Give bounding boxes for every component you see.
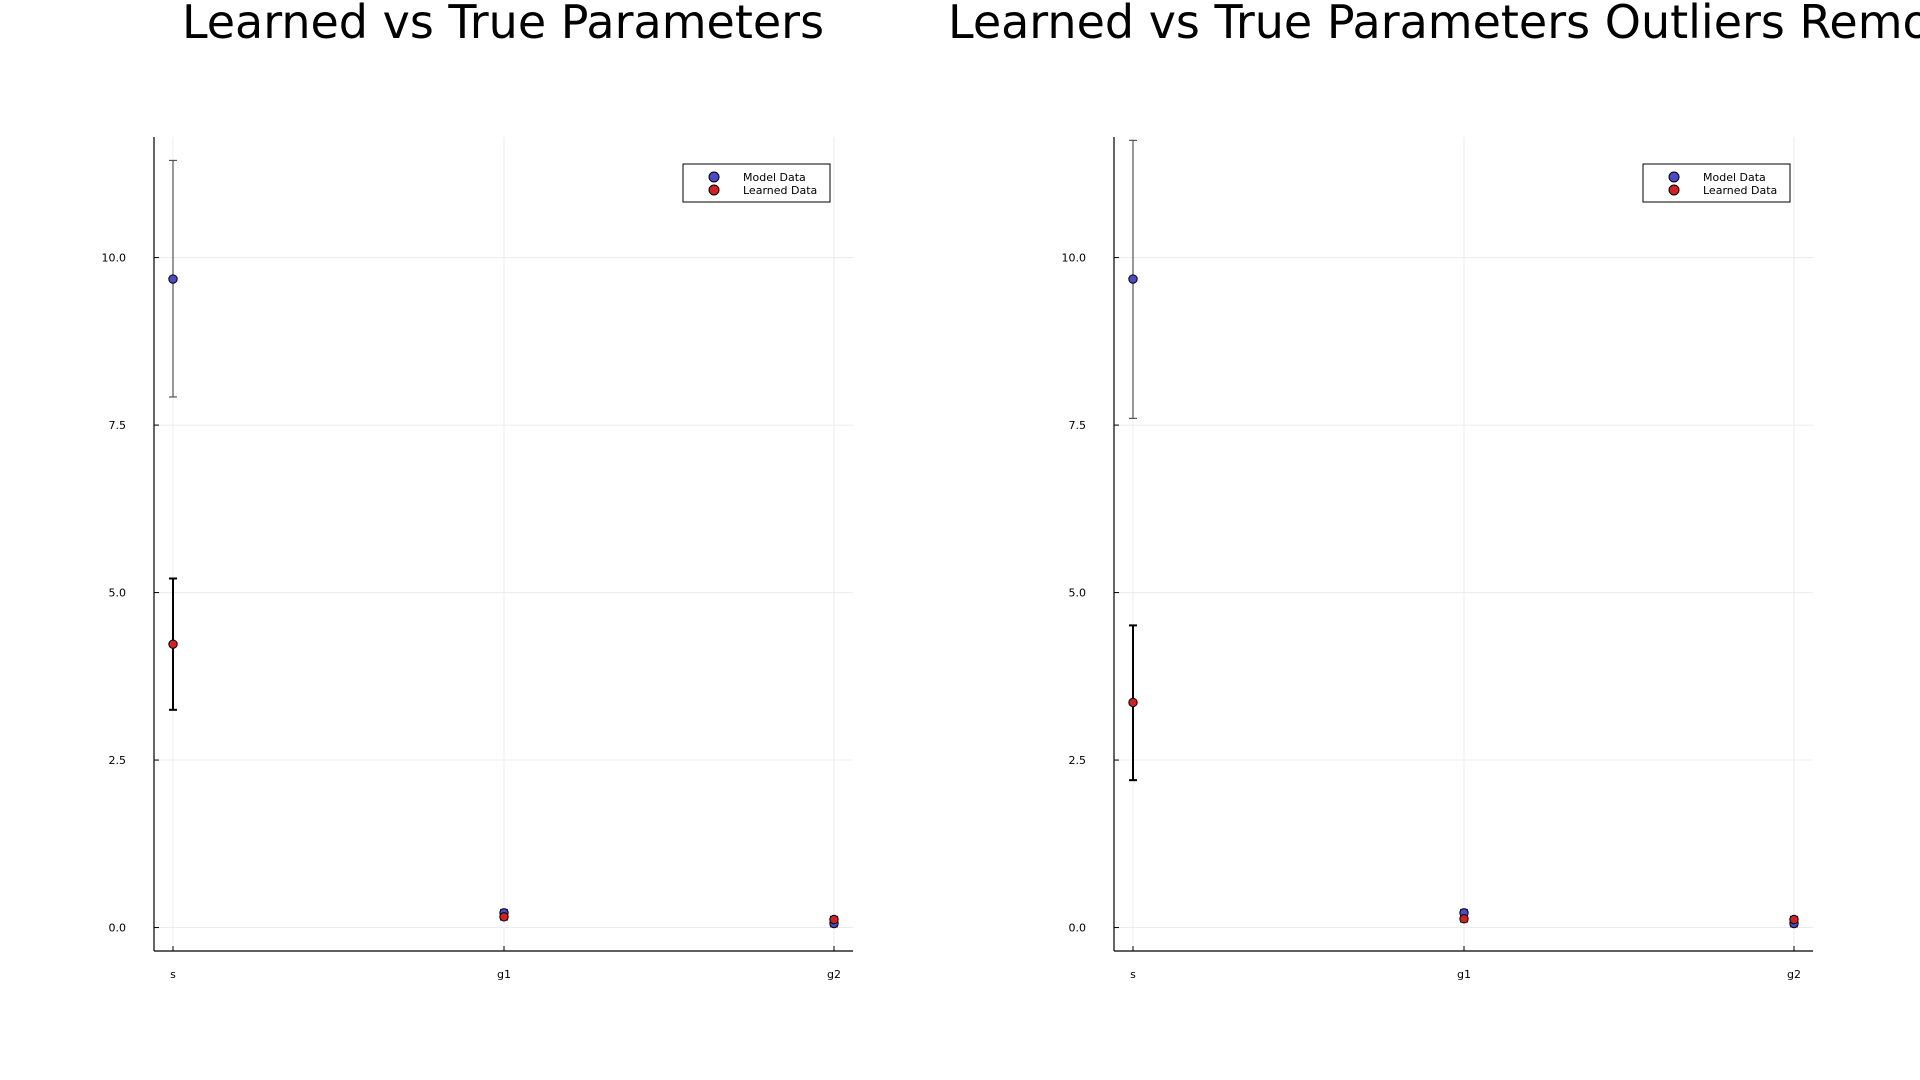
learned-data-point xyxy=(1459,914,1469,924)
legend-marker xyxy=(708,171,720,183)
legend-label: Model Data xyxy=(1703,171,1766,184)
legend-label: Learned Data xyxy=(1703,184,1777,197)
y-tick-label: 0.0 xyxy=(109,922,127,935)
legend-label: Learned Data xyxy=(743,184,817,197)
y-tick-label: 7.5 xyxy=(109,419,127,432)
y-tick-label: 5.0 xyxy=(1069,587,1087,600)
legend-marker xyxy=(1668,171,1680,183)
x-tick-label: g2 xyxy=(1787,968,1801,981)
chart-title-left: Learned vs True Parameters xyxy=(182,0,824,49)
y-tick-label: 2.5 xyxy=(109,754,127,767)
legend-marker xyxy=(1668,184,1680,196)
learned-data-point xyxy=(829,914,839,925)
y-tick-label: 5.0 xyxy=(109,587,127,600)
learned-data-point xyxy=(1789,914,1799,925)
y-tick-label: 10.0 xyxy=(1062,252,1087,265)
legend-box xyxy=(682,163,831,203)
legend-label: Model Data xyxy=(743,171,806,184)
x-tick-label: s xyxy=(1130,968,1136,981)
legend-marker xyxy=(708,184,720,196)
y-tick-label: 2.5 xyxy=(1069,754,1087,767)
x-tick-label: s xyxy=(170,968,176,981)
y-tick-label: 7.5 xyxy=(1069,419,1087,432)
legend-box xyxy=(1642,163,1791,203)
x-tick-label: g1 xyxy=(1457,968,1471,981)
y-tick-label: 0.0 xyxy=(1069,922,1087,935)
learned-data-point xyxy=(1128,697,1138,708)
y-tick-label: 10.0 xyxy=(102,252,127,265)
x-tick-label: g2 xyxy=(827,968,841,981)
model-data-point xyxy=(1128,274,1138,284)
learned-data-point xyxy=(499,912,509,922)
chart-panel-right: Learned vs True Parameters Outliers Remo… xyxy=(948,0,1920,981)
chart-title-right: Learned vs True Parameters Outliers Remo… xyxy=(948,0,1920,49)
model-data-point xyxy=(168,274,178,284)
learned-data-point xyxy=(168,639,178,649)
chart-panel-left: Learned vs True Parameters 0.0 2.5 5.0 7.5 1… xyxy=(102,0,853,981)
x-tick-label: g1 xyxy=(497,968,511,981)
